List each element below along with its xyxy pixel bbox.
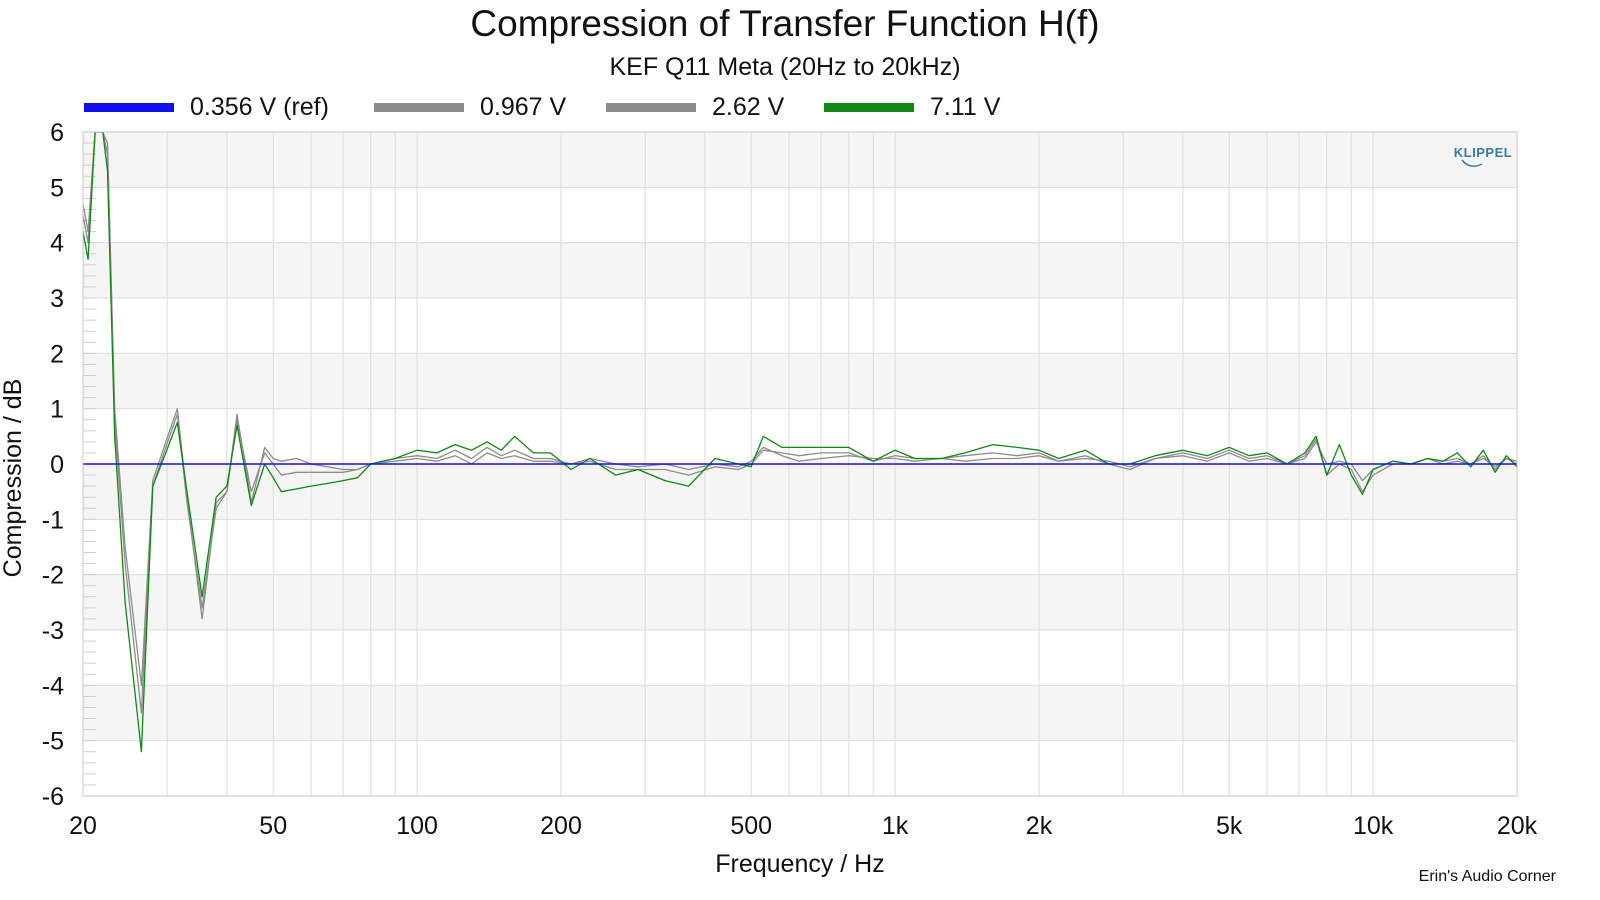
- legend-swatch-0: [84, 103, 174, 112]
- x-tick-labels: 20 50 100 200 500 1k 2k 5k 10k 20k: [69, 812, 1538, 840]
- legend-swatch-1: [374, 103, 464, 112]
- grid-band: [83, 353, 1517, 409]
- y-tick-label: 0: [50, 451, 64, 479]
- series-layer: [83, 132, 1517, 753]
- legend-swatch-2: [606, 103, 696, 112]
- y-tick-labels: -6 -5 -4 -3 -2 -1 0 1 2 3 4 5 6: [42, 119, 64, 811]
- y-axis-label: Compression / dB: [0, 379, 27, 578]
- grid-band: [83, 574, 1517, 630]
- x-tick-label: 1k: [882, 812, 909, 840]
- chart-title: Compression of Transfer Function H(f): [470, 3, 1100, 44]
- x-tick-label: 500: [730, 812, 772, 840]
- klippel-logo-arc: [1461, 159, 1483, 167]
- y-tick-label: 4: [50, 230, 64, 258]
- legend-swatch-3: [824, 103, 914, 112]
- y-tick-label: -4: [42, 672, 64, 700]
- klippel-logo: KLIPPEL: [1454, 145, 1512, 167]
- x-tick-label: 20: [69, 812, 97, 840]
- series-line-3: [83, 132, 1517, 753]
- y-tick-label: -2: [42, 562, 64, 590]
- watermark: Erin's Audio Corner: [1418, 868, 1556, 885]
- chart-subtitle: KEF Q11 Meta (20Hz to 20kHz): [609, 53, 961, 81]
- grid-band: [83, 464, 1517, 520]
- y-tick-label: -3: [42, 617, 64, 645]
- y-tick-label: 5: [50, 174, 64, 202]
- y-tick-label: -6: [42, 783, 64, 811]
- grid-band: [83, 132, 1517, 188]
- x-tick-label: 10k: [1353, 812, 1394, 840]
- grid-band: [83, 685, 1517, 741]
- x-tick-label: 2k: [1026, 812, 1053, 840]
- legend-label-1: 0.967 V: [480, 93, 567, 121]
- x-tick-label: 20k: [1497, 812, 1538, 840]
- legend-label-0: 0.356 V (ref): [190, 93, 329, 121]
- legend-label-2: 2.62 V: [712, 93, 785, 121]
- plot-frame: [82, 131, 1518, 797]
- klippel-logo-text: KLIPPEL: [1454, 145, 1512, 160]
- y-tick-label: 3: [50, 285, 64, 313]
- grid-band: [83, 242, 1517, 298]
- x-tick-label: 50: [259, 812, 287, 840]
- y-tick-label: -5: [42, 728, 64, 756]
- x-tick-label: 100: [396, 812, 438, 840]
- x-tick-label: 200: [540, 812, 582, 840]
- y-tick-label: 6: [50, 119, 64, 147]
- y-tick-label: 1: [50, 396, 64, 424]
- legend-label-3: 7.11 V: [930, 93, 1001, 121]
- minor-ticks: [83, 131, 96, 797]
- x-axis-label: Frequency / Hz: [715, 850, 885, 878]
- x-tick-label: 5k: [1216, 812, 1243, 840]
- y-tick-label: -1: [42, 506, 64, 534]
- y-tick-label: 2: [50, 340, 64, 368]
